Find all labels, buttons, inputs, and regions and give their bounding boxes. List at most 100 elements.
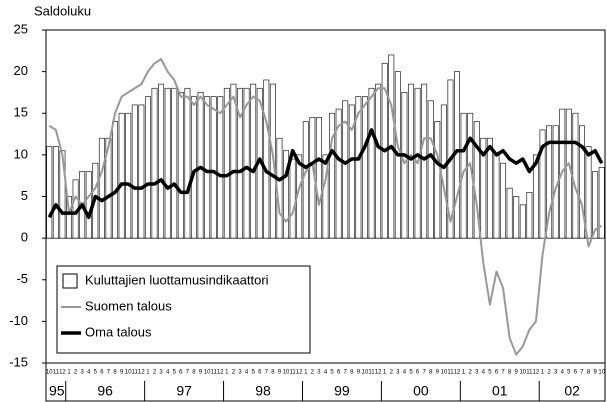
x-tick-label: 2 xyxy=(390,370,394,376)
bar xyxy=(348,104,355,239)
bar xyxy=(506,187,513,239)
bar xyxy=(539,129,546,239)
x-tick-label: 12 xyxy=(296,370,303,376)
x-tick-label: 10 xyxy=(441,370,448,376)
x-tick-label: 1 xyxy=(383,370,387,376)
bar xyxy=(342,100,349,239)
x-tick-label: 1 xyxy=(541,370,545,376)
bar xyxy=(322,154,329,239)
bar xyxy=(171,87,178,239)
x-tick-label: 3 xyxy=(554,370,558,376)
x-tick-label: 10 xyxy=(283,370,290,376)
year-label: 97 xyxy=(176,383,192,399)
y-tick-label: 15 xyxy=(14,105,28,120)
x-tick-label: 10 xyxy=(204,370,211,376)
x-tick-label: 5 xyxy=(409,370,413,376)
x-tick-label: 4 xyxy=(403,370,407,376)
bar xyxy=(579,125,585,239)
bar xyxy=(59,150,66,239)
y-tick-label: -5 xyxy=(16,271,28,286)
x-tick-label: 1 xyxy=(146,370,150,376)
x-tick-label: 9 xyxy=(593,370,597,376)
bar xyxy=(335,108,342,239)
bar xyxy=(85,171,92,239)
bar xyxy=(177,92,184,239)
x-tick-label: 8 xyxy=(508,370,512,376)
x-tick-label: 4 xyxy=(324,370,328,376)
x-tick-label: 11 xyxy=(53,370,60,376)
bar xyxy=(197,92,204,239)
x-tick-label: 6 xyxy=(179,370,183,376)
legend-label: Oma talous xyxy=(85,324,152,339)
y-tick-label: 10 xyxy=(14,146,28,161)
x-tick-label: 5 xyxy=(173,370,177,376)
x-tick-label: 1 xyxy=(225,370,229,376)
x-tick-label: 9 xyxy=(278,370,282,376)
x-tick-label: 2 xyxy=(547,370,551,376)
x-tick-label: 11 xyxy=(368,370,375,376)
y-tick-label: 20 xyxy=(14,63,28,78)
x-tick-label: 3 xyxy=(159,370,163,376)
x-tick-label: 1 xyxy=(67,370,71,376)
x-tick-label: 1 xyxy=(304,370,308,376)
x-tick-label: 7 xyxy=(344,370,348,376)
legend-label: Suomen talous xyxy=(85,298,172,313)
x-tick-label: 12 xyxy=(138,370,145,376)
year-label: 98 xyxy=(255,383,271,399)
bar xyxy=(138,104,145,239)
bar xyxy=(230,83,237,239)
x-tick-label: 2 xyxy=(311,370,315,376)
bar xyxy=(151,87,158,239)
x-tick-label: 9 xyxy=(515,370,519,376)
x-tick-label: 6 xyxy=(100,370,104,376)
bar xyxy=(144,96,151,239)
bar xyxy=(131,104,138,239)
x-tick-label: 6 xyxy=(416,370,420,376)
y-tick-label: -10 xyxy=(9,313,28,328)
bar xyxy=(164,87,171,239)
bar xyxy=(184,87,191,239)
bar xyxy=(440,104,447,239)
bar xyxy=(486,137,493,239)
bar xyxy=(361,96,368,239)
x-tick-label: 5 xyxy=(488,370,492,376)
x-tick-label: 10 xyxy=(362,370,369,376)
x-tick-label: 11 xyxy=(211,370,218,376)
x-tick-label: 6 xyxy=(337,370,341,376)
x-tick-label: 12 xyxy=(375,370,382,376)
x-tick-label: 8 xyxy=(113,370,117,376)
bar xyxy=(263,79,270,239)
bar xyxy=(500,162,507,239)
bar xyxy=(401,92,408,239)
x-tick-label: 9 xyxy=(436,370,440,376)
x-tick-label: 3 xyxy=(238,370,242,376)
x-tick-label: 2 xyxy=(469,370,473,376)
bar xyxy=(532,154,539,239)
x-tick-label: 7 xyxy=(422,370,426,376)
bar xyxy=(546,125,553,239)
bar xyxy=(375,83,382,239)
year-label: 99 xyxy=(334,383,350,399)
bar xyxy=(408,83,414,239)
bar xyxy=(315,117,322,239)
legend-swatch xyxy=(62,273,78,289)
x-tick-label: 6 xyxy=(258,370,262,376)
x-tick-label: 8 xyxy=(429,370,433,376)
x-tick-label: 9 xyxy=(120,370,124,376)
x-tick-label: 11 xyxy=(526,370,533,376)
x-tick-label: 7 xyxy=(501,370,505,376)
x-tick-label: 12 xyxy=(533,370,540,376)
bar xyxy=(427,100,434,239)
x-tick-label: 12 xyxy=(454,370,461,376)
x-tick-label: 9 xyxy=(199,370,203,376)
bar xyxy=(493,154,500,239)
bar xyxy=(210,96,217,239)
bar xyxy=(223,87,230,239)
bar xyxy=(355,96,362,239)
x-tick-label: 1 xyxy=(462,370,466,376)
bar xyxy=(598,167,605,239)
x-tick-label: 2 xyxy=(232,370,236,376)
y-tick-label: 0 xyxy=(21,230,28,245)
x-tick-label: 7 xyxy=(265,370,269,376)
